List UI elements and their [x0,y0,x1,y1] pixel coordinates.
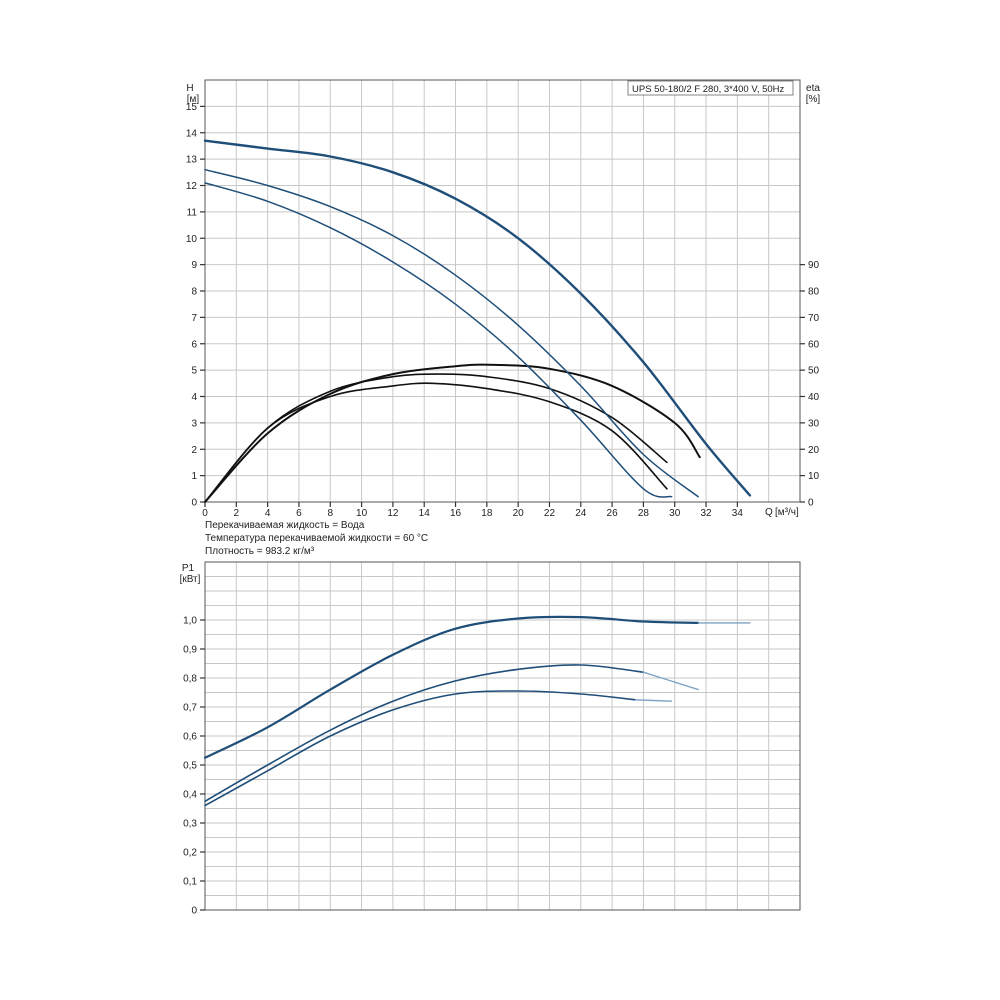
head-tick-label: 8 [191,287,197,298]
flow-tick-label: 20 [513,508,525,519]
power-tick-label: 0,9 [183,645,197,656]
head-tick-label: 0 [191,498,197,509]
note-fluid: Перекачиваемая жидкость = Вода [205,520,365,531]
flow-tick-label: 34 [732,508,744,519]
eta-tick-label: 50 [808,366,820,377]
head-curve-speed-3 [204,182,673,498]
power-curve-speed-2-extension [642,671,699,691]
flow-tick-label: 16 [450,508,462,519]
head-tick-label: 14 [186,128,198,139]
head-axis-label: H [186,83,193,94]
eta-tick-label: 60 [808,339,820,350]
head-curve-speed-1 [203,139,752,497]
head-tick-label: 9 [191,260,197,271]
power-tick-label: 1,0 [183,616,197,627]
flow-tick-label: 24 [575,508,587,519]
head-tick-label: 11 [187,207,198,218]
head-tick-label: 12 [186,181,198,192]
head-chart-grid [204,79,801,503]
eta-axis-label: eta [806,83,820,94]
flow-tick-label: 2 [234,508,240,519]
flow-tick-label: 6 [296,508,302,519]
power-tick-label: 0,6 [183,732,197,743]
head-axis-unit: [м] [187,94,200,105]
flow-tick-label: 32 [700,508,712,519]
power-curve-speed-2 [204,664,645,803]
note-density: Плотность = 983.2 кг/м³ [205,546,315,557]
efficiency-curve-3 [204,382,668,503]
power-chart-grid [204,561,801,911]
head-curve-speed-2 [204,168,699,498]
model-label-box [627,80,794,96]
head-tick-label: 1 [191,471,197,482]
power-axis-unit: [кВт] [180,574,201,585]
power-tick-label: 0,5 [183,761,197,772]
power-axis-label: P1 [182,563,195,574]
power-chart-ticks: 0 0,1 0,2 0,3 0,4 0,5 0,6 0,7 0,8 0,9 1,0 [183,616,205,917]
flow-axis-unit: [м³/ч] [775,507,799,518]
head-tick-label: 7 [191,313,197,324]
eta-tick-label: 20 [808,445,820,456]
power-tick-label: 0,1 [183,877,197,888]
flow-tick-label: 22 [544,508,556,519]
flow-tick-label: 14 [419,508,431,519]
flow-tick-label: 18 [481,508,493,519]
head-chart-ticks: 0123456789101112131415010203040506070809… [186,102,820,519]
power-tick-label: 0,2 [183,848,197,859]
eta-axis-unit: [%] [806,94,821,105]
flow-tick-label: 26 [607,508,619,519]
head-tick-label: 13 [186,155,198,166]
power-tick-label: 0,4 [183,790,197,801]
head-tick-label: 5 [191,366,197,377]
head-tick-label: 2 [191,445,197,456]
fluid-notes: Перекачиваемая жидкость = Вода Температу… [205,520,428,557]
flow-tick-label: 30 [669,508,681,519]
eta-tick-label: 70 [808,313,820,324]
flow-tick-label: 8 [327,508,333,519]
head-tick-label: 3 [191,418,197,429]
note-temperature: Температура перекачиваемой жидкости = 60… [205,533,428,544]
head-tick-label: 4 [191,392,197,403]
eta-tick-label: 90 [808,260,820,271]
power-curve-speed-3 [204,690,637,807]
head-tick-label: 6 [191,339,197,350]
head-tick-label: 15 [186,102,198,113]
flow-axis-label: Q [765,507,773,518]
eta-tick-label: 80 [808,287,820,298]
eta-tick-label: 10 [808,471,820,482]
power-curve-speed-1 [203,615,700,759]
flow-tick-label: 4 [265,508,271,519]
power-tick-label: 0,8 [183,674,197,685]
efficiency-curve-1 [204,363,701,503]
power-chart: P1 [кВт] 0 0,1 0,2 0,3 0,4 0,5 0,6 0,7 0,8 0,9 1,0 [180,561,801,917]
head-chart-curves [203,139,752,503]
flow-tick-label: 10 [356,508,368,519]
power-chart-curves [203,615,751,807]
eta-tick-label: 30 [808,418,820,429]
power-tick-label: 0,7 [183,703,197,714]
model-label: UPS 50-180/2 F 280, 3*400 V, 50Hz [632,84,785,95]
eta-tick-label: 0 [808,498,814,509]
head-tick-label: 10 [186,234,198,245]
flow-tick-label: 12 [387,508,399,519]
power-tick-label: 0,3 [183,819,197,830]
head-chart: UPS 50-180/2 F 280, 3*400 V, 50Hz H [м] … [186,79,821,519]
power-tick-label: 0 [191,906,197,917]
flow-tick-label: 28 [638,508,650,519]
eta-tick-label: 40 [808,392,820,403]
power-curve-speed-3-extension [634,699,673,702]
flow-tick-label: 0 [202,508,208,519]
